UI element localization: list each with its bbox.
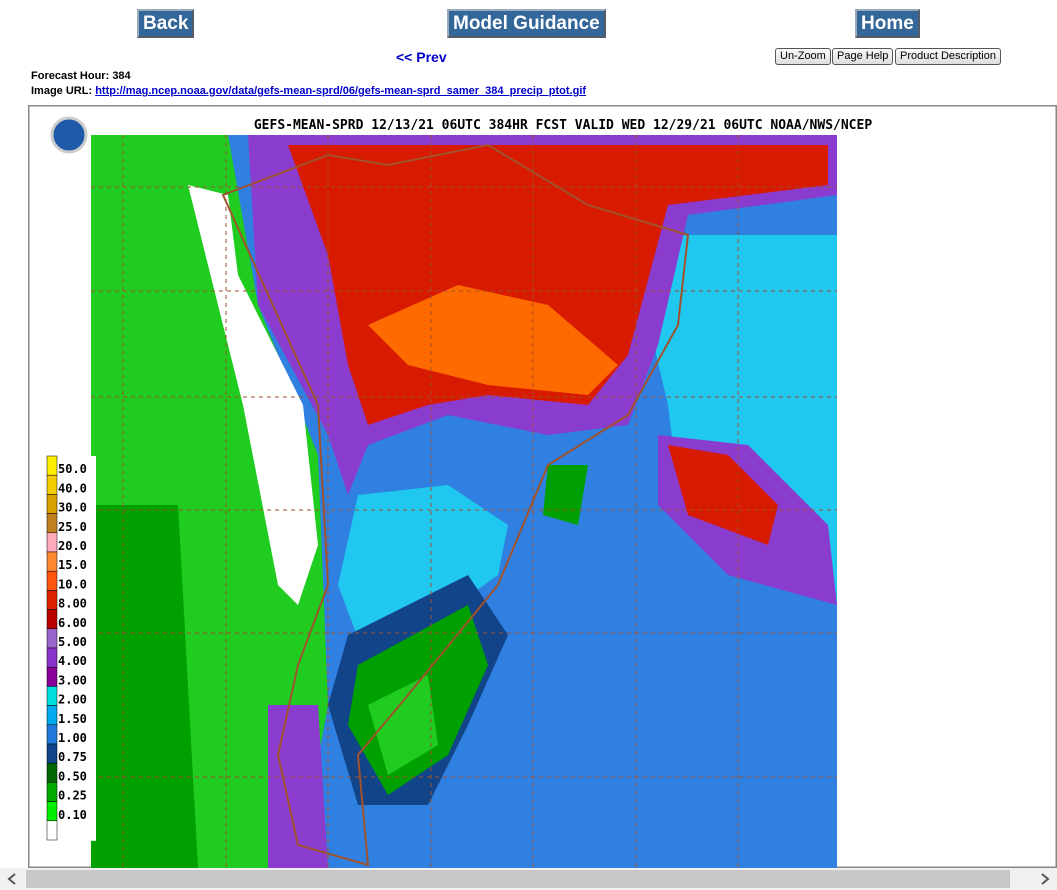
- legend-swatch: [46, 724, 58, 745]
- legend-swatch: [46, 686, 58, 706]
- label: Forecast Hour:: [31, 70, 110, 82]
- legend-label: 8.00: [58, 597, 87, 611]
- legend-swatch: [46, 609, 58, 630]
- map-image: GEFS-MEAN-SPRD 12/13/21 06UTC 384HR FCST…: [28, 105, 1057, 868]
- legend-swatch: [46, 474, 58, 495]
- legend-swatch: [46, 590, 58, 610]
- legend-swatch-blank: [46, 820, 58, 841]
- legend-label: 3.00: [58, 673, 87, 687]
- legend-label: 4.00: [58, 654, 87, 668]
- legend-label: 1.00: [58, 731, 87, 745]
- legend-label: 20.0: [58, 539, 87, 553]
- legend-label: 10.0: [58, 577, 87, 591]
- legend-label: 0.75: [58, 750, 87, 764]
- legend-swatch: [46, 782, 58, 802]
- legend-label: 5.00: [58, 635, 87, 649]
- map-field: [91, 135, 837, 868]
- map-title: GEFS-MEAN-SPRD 12/13/21 06UTC 384HR FCST…: [254, 118, 872, 133]
- legend-swatch: [46, 801, 58, 822]
- legend-label: 30.0: [58, 501, 87, 515]
- legend-label: 0.10: [58, 808, 87, 822]
- legend-label: 25.0: [58, 520, 87, 534]
- legend-swatch: [46, 455, 58, 476]
- legend-swatch: [46, 551, 58, 572]
- legend-swatch: [46, 494, 58, 514]
- noaa-logo: [50, 116, 88, 154]
- legend-swatch: [46, 570, 58, 591]
- legend-swatch: [46, 743, 58, 764]
- legend-swatch: [46, 762, 58, 783]
- legend-label: 0.50: [58, 769, 87, 783]
- legend-label: 6.00: [58, 616, 87, 630]
- scroll-arrows: [7, 873, 1050, 885]
- forecast-hour: Forecast Hour: 384: [31, 70, 131, 82]
- grid-lines: [91, 135, 837, 868]
- image-url: Image URL: http://mag.ncep.noaa.gov/data…: [31, 85, 586, 97]
- unzoom-button[interactable]: Un-Zoom: [775, 48, 831, 65]
- label: Image URL:: [31, 85, 93, 97]
- value: 384: [112, 70, 131, 82]
- legend-label: 2.00: [58, 693, 87, 707]
- legend-label: 1.50: [58, 712, 87, 726]
- legend-swatch: [46, 532, 58, 553]
- legend-swatch: [46, 647, 58, 668]
- product-description-button[interactable]: Product Description: [895, 48, 1001, 65]
- page-help-button[interactable]: Page Help: [832, 48, 894, 65]
- horizontal-scrollbar[interactable]: [0, 868, 1057, 890]
- url-link[interactable]: http://mag.ncep.noaa.gov/data/gefs-mean-…: [95, 85, 587, 97]
- home-button[interactable]: Home: [855, 9, 920, 38]
- legend-swatch: [46, 666, 58, 687]
- legend-swatch: [46, 705, 58, 726]
- back-button[interactable]: Back: [137, 9, 195, 38]
- legend-label: 0.25: [58, 789, 87, 803]
- legend-swatch: [46, 628, 58, 649]
- coastline: [221, 143, 690, 867]
- legend-label: 50.0: [58, 462, 87, 476]
- legend: 50.0 40.0 30.0 25.0 20.0 15.0 10.0 8.00 6.00 5.00…: [46, 455, 96, 841]
- scroll-thumb[interactable]: [26, 870, 1010, 888]
- model-guidance-button[interactable]: Model Guidance: [447, 9, 606, 38]
- legend-label: 40.0: [58, 481, 87, 495]
- prev-link[interactable]: << Prev: [396, 49, 447, 65]
- legend-label: 15.0: [58, 558, 87, 572]
- legend-swatch: [46, 513, 58, 534]
